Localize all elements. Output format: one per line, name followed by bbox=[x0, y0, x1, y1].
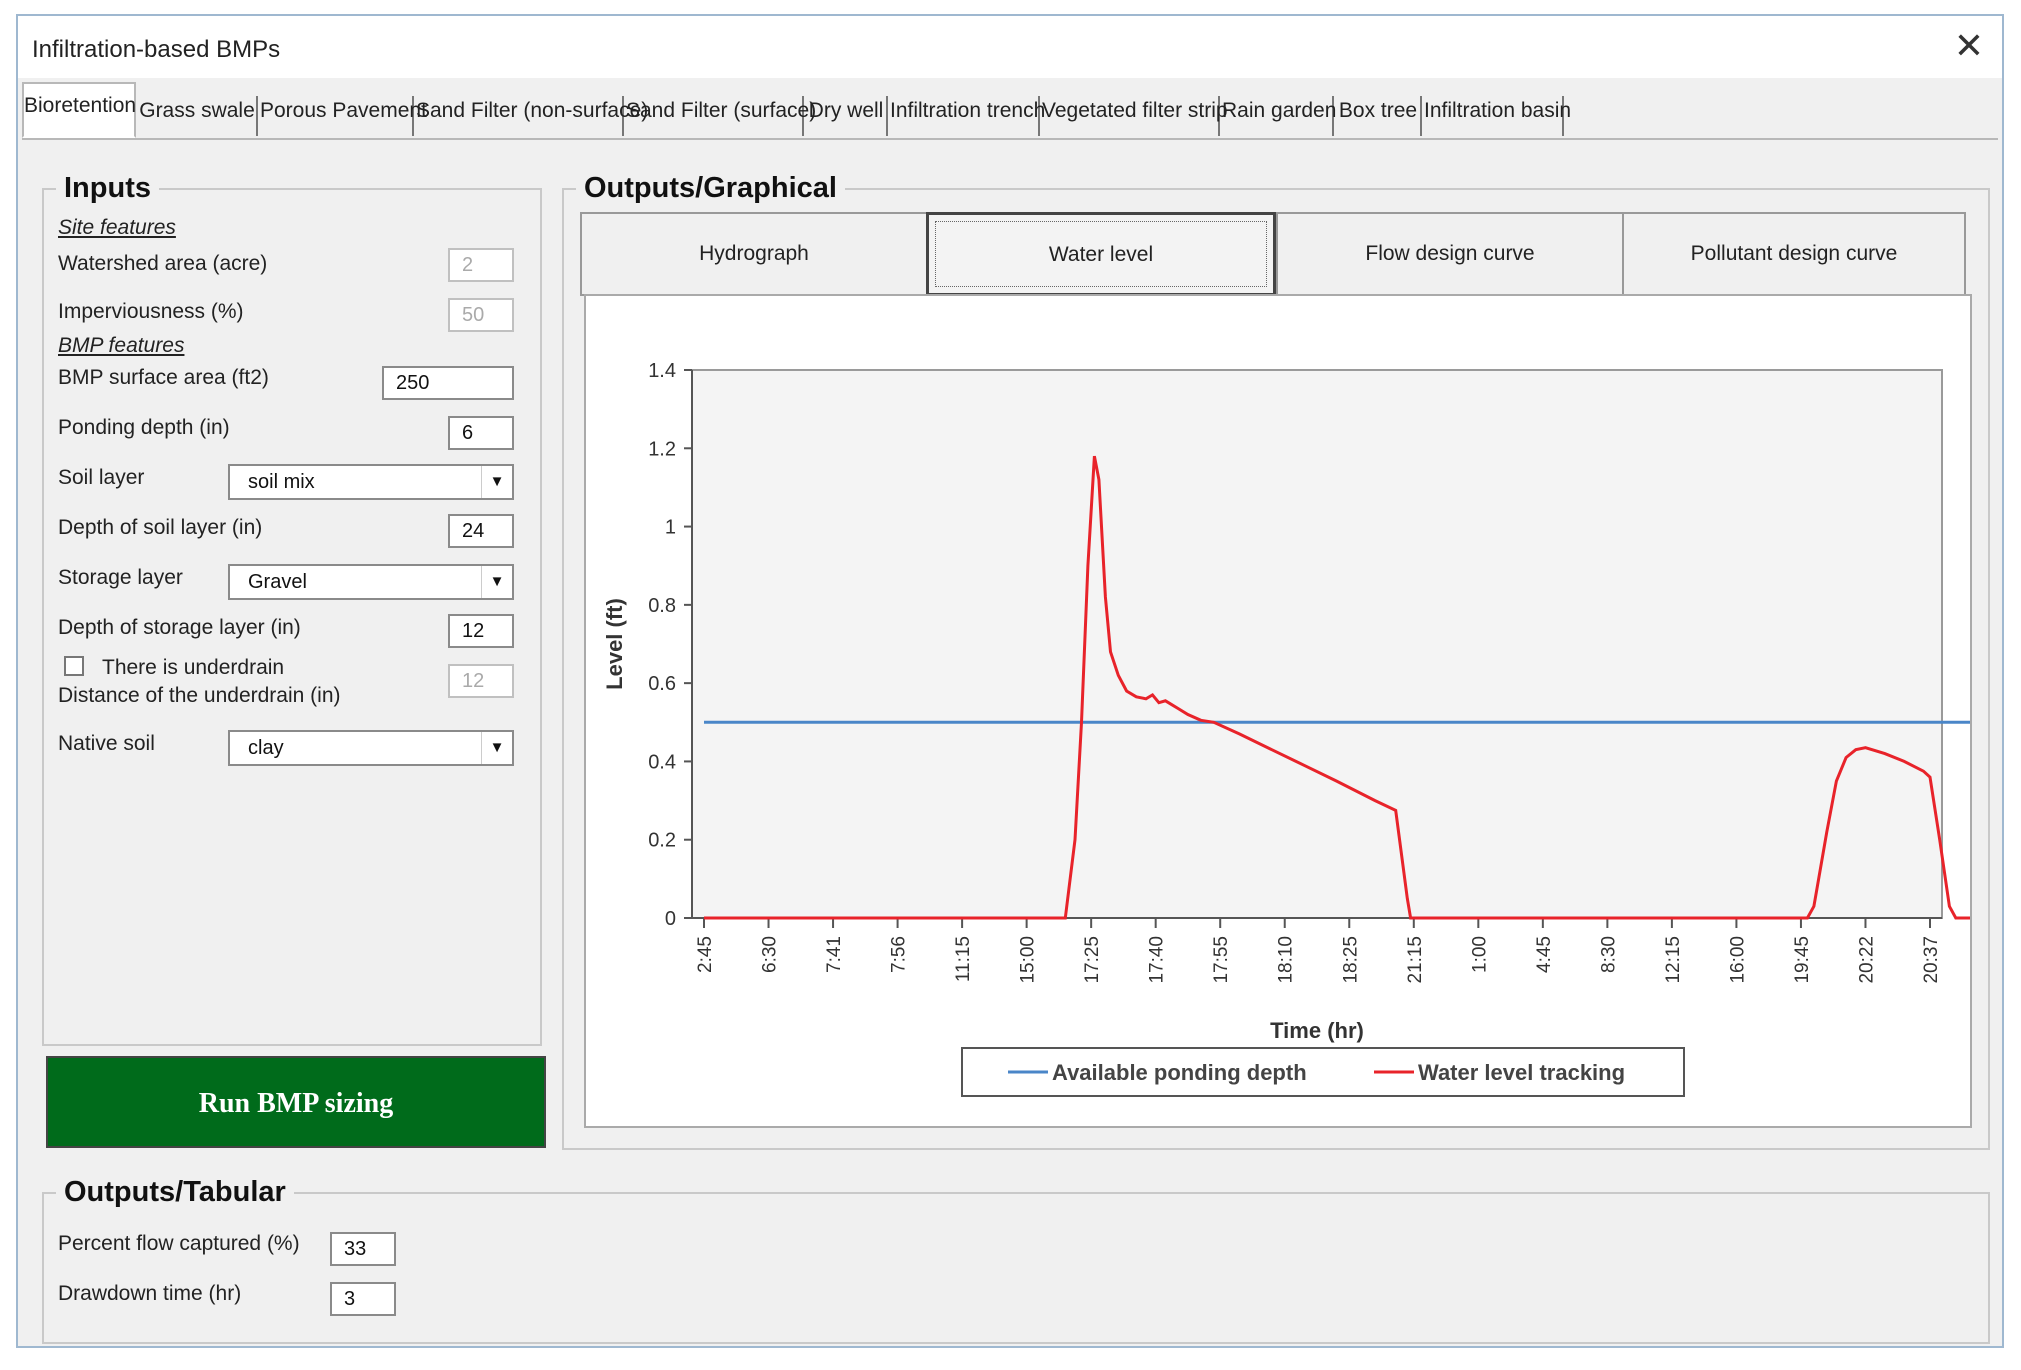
x-tick-label: 6:30 bbox=[760, 936, 781, 973]
storage-layer-dropdown[interactable]: Gravel ▼ bbox=[228, 564, 514, 600]
chart-svg: 0 0.2 0.4 0.6 0.8 1 1.2 1.4 2:45 6:30 7:41 7:56 11:1… bbox=[586, 296, 1970, 1126]
x-tick-label: 20:22 bbox=[1856, 936, 1877, 984]
x-tick-label: 8:30 bbox=[1598, 936, 1619, 973]
storage-layer-value: Gravel bbox=[248, 571, 307, 593]
y-tick-label: 1 bbox=[665, 517, 676, 539]
outputs-graphical-title: Outputs/Graphical bbox=[576, 172, 845, 205]
x-tick-label: 12:15 bbox=[1663, 936, 1684, 984]
x-tick-label: 21:15 bbox=[1405, 936, 1426, 984]
y-axis-title: Level (ft) bbox=[602, 598, 627, 690]
drawdown-time-field[interactable]: 3 bbox=[330, 1282, 396, 1316]
y-tick-label: 1.2 bbox=[648, 438, 676, 460]
bmp-type-tabs: Bioretention Grass swale Porous Pavement… bbox=[22, 80, 1998, 140]
tab-sand-filter-surface[interactable]: Sand Filter (surface) bbox=[626, 96, 804, 136]
tab-infiltration-basin[interactable]: Infiltration basin bbox=[1424, 96, 1564, 136]
legend-label: Water level tracking bbox=[1418, 1060, 1625, 1085]
focus-rectangle bbox=[935, 221, 1267, 287]
native-soil-value: clay bbox=[248, 737, 284, 759]
x-tick-label: 18:25 bbox=[1340, 936, 1361, 984]
ponding-depth-field[interactable]: 6 bbox=[448, 416, 514, 450]
x-axis-title: Time (hr) bbox=[1270, 1018, 1364, 1043]
hydrograph-button[interactable]: Hydrograph bbox=[580, 212, 928, 296]
bmp-surface-area-label: BMP surface area (ft2) bbox=[58, 366, 269, 390]
close-icon[interactable]: ✕ bbox=[1954, 28, 1984, 64]
tab-porous-pavement[interactable]: Porous Pavement bbox=[260, 96, 414, 136]
soil-layer-value: soil mix bbox=[248, 471, 315, 493]
legend-label: Available ponding depth bbox=[1052, 1060, 1307, 1085]
depth-storage-layer-label: Depth of storage layer (in) bbox=[58, 616, 301, 640]
bmp-surface-area-field[interactable]: 250 bbox=[382, 366, 514, 400]
window-title: Infiltration-based BMPs bbox=[32, 36, 280, 64]
x-tick-label: 4:45 bbox=[1534, 936, 1555, 973]
tab-vegetated-filter-strip[interactable]: Vegetated filter strip bbox=[1042, 96, 1220, 136]
watershed-area-label: Watershed area (acre) bbox=[58, 252, 267, 276]
x-tick-label: 18:10 bbox=[1276, 936, 1297, 984]
x-tick-label: 7:41 bbox=[824, 936, 845, 973]
y-tick-label: 0.2 bbox=[648, 830, 676, 852]
percent-flow-label: Percent flow captured (%) bbox=[58, 1232, 300, 1256]
x-tick-label: 7:56 bbox=[889, 936, 910, 973]
y-tick-label: 0.8 bbox=[648, 595, 676, 617]
x-tick-label: 2:45 bbox=[695, 936, 716, 973]
underdrain-distance-label: Distance of the underdrain (in) bbox=[58, 684, 341, 708]
bmp-features-heading: BMP features bbox=[58, 334, 184, 358]
soil-layer-label: Soil layer bbox=[58, 466, 144, 490]
water-level-button[interactable]: Water level bbox=[926, 212, 1276, 296]
underdrain-checkbox[interactable] bbox=[64, 656, 84, 676]
y-tick-label: 0.6 bbox=[648, 673, 676, 695]
depth-soil-layer-label: Depth of soil layer (in) bbox=[58, 516, 262, 540]
depth-soil-layer-field[interactable]: 24 bbox=[448, 514, 514, 548]
y-tick-label: 0.4 bbox=[648, 751, 676, 773]
title-bar: Infiltration-based BMPs ✕ bbox=[18, 16, 2002, 78]
imperviousness-field[interactable]: 50 bbox=[448, 298, 514, 332]
pollutant-design-curve-button[interactable]: Pollutant design curve bbox=[1622, 212, 1966, 296]
soil-layer-dropdown[interactable]: soil mix ▼ bbox=[228, 464, 514, 500]
outputs-tabular-title: Outputs/Tabular bbox=[56, 1176, 294, 1209]
tab-dry-well[interactable]: Dry well bbox=[806, 96, 888, 136]
x-tick-label: 1:00 bbox=[1469, 936, 1490, 973]
native-soil-label: Native soil bbox=[58, 732, 155, 756]
x-tick-label: 19:45 bbox=[1792, 936, 1813, 984]
drawdown-time-label: Drawdown time (hr) bbox=[58, 1282, 241, 1306]
storage-layer-label: Storage layer bbox=[58, 566, 183, 590]
percent-flow-field[interactable]: 33 bbox=[330, 1232, 396, 1266]
watershed-area-field[interactable]: 2 bbox=[448, 248, 514, 282]
underdrain-distance-field[interactable]: 12 bbox=[448, 664, 514, 698]
inputs-title: Inputs bbox=[56, 172, 159, 205]
tab-infiltration-trench[interactable]: Infiltration trench bbox=[890, 96, 1040, 136]
tab-box-tree[interactable]: Box tree bbox=[1336, 96, 1422, 136]
underdrain-label: There is underdrain bbox=[102, 656, 284, 680]
y-tick-label: 0 bbox=[665, 908, 676, 930]
depth-storage-layer-field[interactable]: 12 bbox=[448, 614, 514, 648]
water-level-chart: 0 0.2 0.4 0.6 0.8 1 1.2 1.4 2:45 6:30 7:41 7:56 11:1… bbox=[584, 294, 1972, 1128]
x-tick-label: 16:00 bbox=[1727, 936, 1748, 984]
x-tick-label: 17:25 bbox=[1082, 936, 1103, 984]
y-tick-label: 1.4 bbox=[648, 360, 676, 382]
ponding-depth-label: Ponding depth (in) bbox=[58, 416, 230, 440]
flow-design-curve-button[interactable]: Flow design curve bbox=[1276, 212, 1624, 296]
site-features-heading: Site features bbox=[58, 216, 176, 240]
imperviousness-label: Imperviousness (%) bbox=[58, 300, 244, 324]
x-tick-label: 17:40 bbox=[1147, 936, 1168, 984]
x-tick-label: 11:15 bbox=[953, 936, 974, 982]
x-tick-label: 20:37 bbox=[1921, 936, 1942, 984]
x-tick-label: 17:55 bbox=[1211, 936, 1232, 984]
x-tick-label: 15:00 bbox=[1018, 936, 1039, 984]
tab-rain-garden[interactable]: Rain garden bbox=[1222, 96, 1334, 136]
tab-sand-filter-non-surface[interactable]: Sand Filter (non-surface) bbox=[416, 96, 624, 136]
chevron-down-icon[interactable]: ▼ bbox=[481, 732, 512, 764]
chevron-down-icon[interactable]: ▼ bbox=[481, 566, 512, 598]
native-soil-dropdown[interactable]: clay ▼ bbox=[228, 730, 514, 766]
plot-area bbox=[692, 370, 1942, 918]
run-bmp-sizing-button[interactable]: Run BMP sizing bbox=[46, 1056, 546, 1148]
tab-grass-swale[interactable]: Grass swale bbox=[138, 96, 258, 136]
bmp-window: Infiltration-based BMPs ✕ Bioretention G… bbox=[16, 14, 2004, 1348]
tab-bioretention[interactable]: Bioretention bbox=[22, 82, 136, 138]
chevron-down-icon[interactable]: ▼ bbox=[481, 466, 512, 498]
